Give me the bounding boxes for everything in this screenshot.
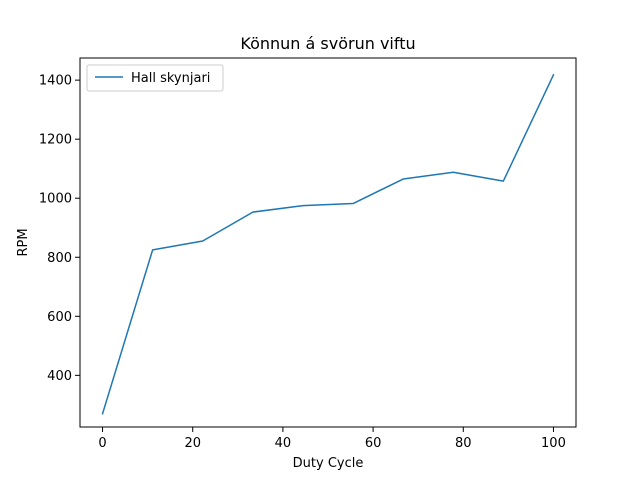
y-axis-label: RPM: [16, 228, 31, 256]
y-tick-label: 400: [47, 369, 72, 384]
x-tick-label: 80: [455, 436, 472, 451]
x-axis-ticks: 0 20 40 60 80 100: [98, 427, 566, 451]
chart-title: Könnun á svörun viftu: [240, 34, 415, 53]
x-tick-label: 60: [365, 436, 382, 451]
y-tick-label: 800: [47, 251, 72, 266]
series-line-0: [101, 73, 555, 415]
series-layer: [101, 73, 555, 415]
y-tick-label: 1400: [39, 74, 72, 89]
y-axis-ticks: 400 600 800 1000 1200 1400: [39, 74, 80, 384]
legend-label-hall-skynjari: Hall skynjari: [131, 71, 210, 86]
legend: Hall skynjari: [86, 64, 224, 92]
y-tick-label: 1000: [39, 192, 72, 207]
legend-box: [86, 64, 224, 92]
x-tick-label: 0: [98, 436, 106, 451]
plot-area: [79, 57, 577, 428]
x-tick-label: 100: [541, 436, 566, 451]
x-tick-label: 40: [275, 436, 292, 451]
x-axis-label: Duty Cycle: [293, 456, 364, 471]
y-tick-label: 1200: [39, 133, 72, 148]
x-tick-label: 20: [184, 436, 201, 451]
y-tick-label: 600: [47, 310, 72, 325]
plot-frame: [79, 57, 577, 428]
